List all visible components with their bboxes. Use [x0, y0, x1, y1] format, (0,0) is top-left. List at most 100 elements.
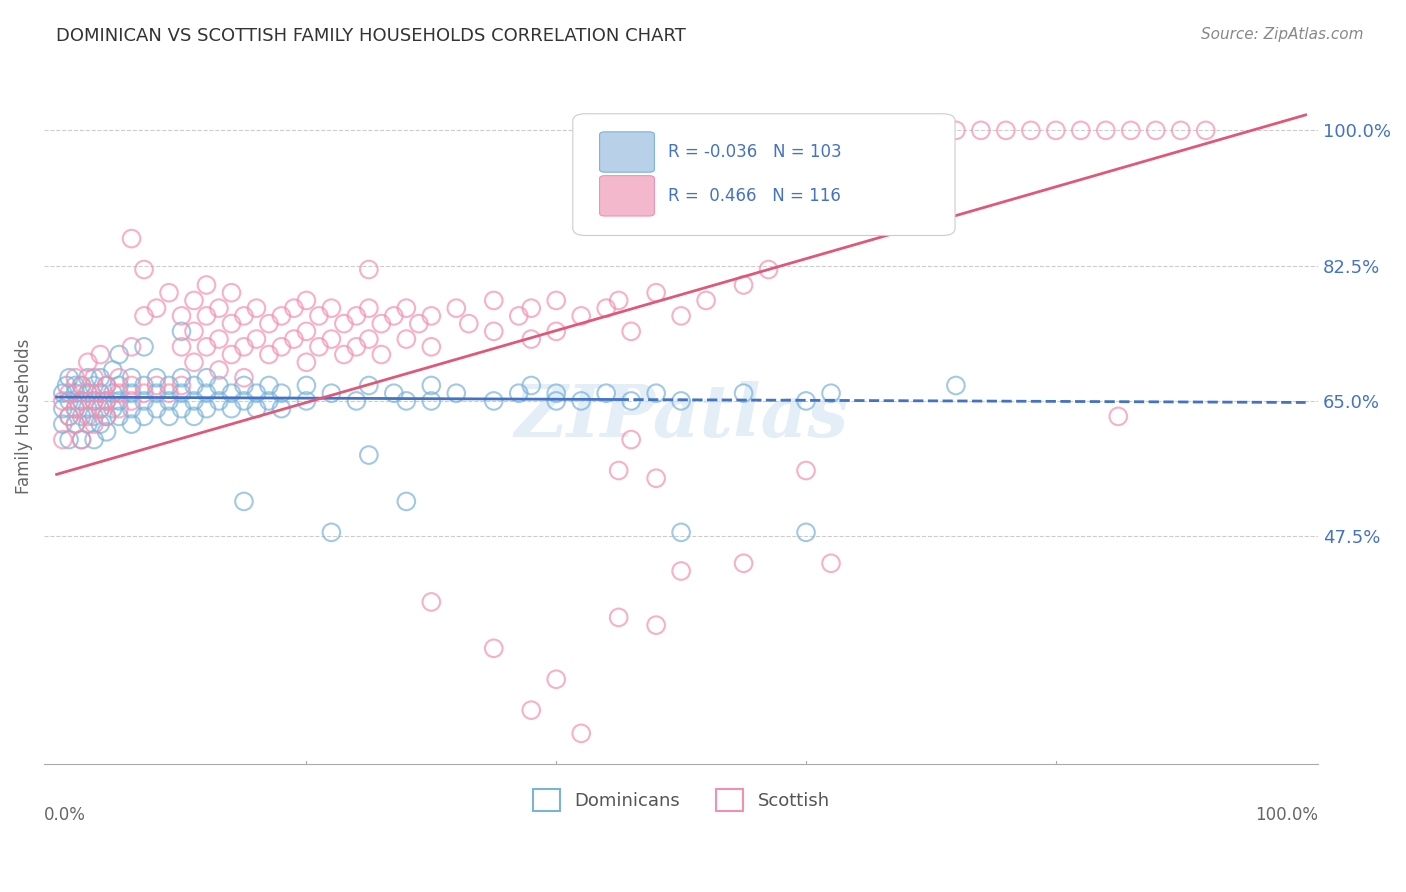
Point: [645, 618, 668, 632]
Point: [321, 332, 343, 346]
Point: [1019, 123, 1042, 137]
Point: [65, 378, 87, 392]
Point: [357, 332, 380, 346]
Point: [295, 355, 318, 369]
Point: [333, 347, 356, 361]
Point: [208, 363, 231, 377]
Point: [65, 401, 87, 416]
Point: [357, 262, 380, 277]
Point: [257, 378, 280, 392]
Point: [132, 340, 155, 354]
Point: [420, 309, 443, 323]
Point: [520, 301, 543, 315]
Point: [108, 347, 131, 361]
Point: [733, 386, 755, 401]
Point: [89, 386, 111, 401]
Point: [457, 317, 479, 331]
Point: [83, 370, 105, 384]
Point: [482, 641, 505, 656]
Point: [408, 317, 430, 331]
Point: [321, 525, 343, 540]
Point: [733, 556, 755, 570]
Point: [195, 277, 218, 292]
Point: [221, 317, 243, 331]
Point: [669, 564, 692, 578]
Point: [333, 317, 356, 331]
Point: [89, 401, 111, 416]
Point: [295, 393, 318, 408]
Point: [520, 703, 543, 717]
Point: [669, 393, 692, 408]
Point: [183, 393, 205, 408]
Point: [70, 433, 93, 447]
Point: [65, 386, 87, 401]
Point: [245, 386, 267, 401]
Point: [233, 494, 256, 508]
Point: [520, 378, 543, 392]
Point: [96, 409, 118, 424]
Point: [108, 409, 131, 424]
Point: [546, 393, 568, 408]
Point: [183, 355, 205, 369]
Point: [195, 309, 218, 323]
Point: [70, 409, 93, 424]
FancyBboxPatch shape: [599, 132, 654, 172]
Point: [108, 370, 131, 384]
Point: [58, 409, 80, 424]
Point: [569, 726, 592, 740]
Point: [645, 285, 668, 300]
Point: [508, 386, 530, 401]
Point: [76, 417, 98, 431]
Point: [208, 301, 231, 315]
Point: [446, 386, 468, 401]
Point: [595, 386, 617, 401]
Point: [1070, 123, 1092, 137]
Point: [321, 301, 343, 315]
Point: [221, 285, 243, 300]
Point: [257, 393, 280, 408]
Text: Source: ZipAtlas.com: Source: ZipAtlas.com: [1201, 27, 1364, 42]
Point: [233, 340, 256, 354]
Point: [283, 301, 305, 315]
Point: [569, 309, 592, 323]
Point: [132, 309, 155, 323]
Point: [270, 309, 292, 323]
Point: [1094, 123, 1116, 137]
Point: [620, 324, 643, 338]
Point: [620, 433, 643, 447]
Point: [233, 370, 256, 384]
Point: [669, 309, 692, 323]
Point: [794, 393, 817, 408]
Point: [420, 393, 443, 408]
Point: [794, 525, 817, 540]
Point: [157, 386, 180, 401]
Point: [96, 409, 118, 424]
Point: [357, 378, 380, 392]
Point: [270, 386, 292, 401]
Point: [89, 347, 111, 361]
Point: [83, 417, 105, 431]
Point: [101, 401, 124, 416]
Point: [121, 417, 143, 431]
Point: [58, 370, 80, 384]
Point: [145, 401, 167, 416]
Point: [132, 262, 155, 277]
Point: [295, 293, 318, 308]
Point: [208, 378, 231, 392]
Point: [145, 386, 167, 401]
Point: [108, 401, 131, 416]
Point: [395, 301, 418, 315]
Text: 100.0%: 100.0%: [1256, 806, 1319, 824]
Point: [482, 293, 505, 308]
Text: R = -0.036   N = 103: R = -0.036 N = 103: [668, 143, 842, 161]
Point: [257, 347, 280, 361]
Point: [121, 401, 143, 416]
Point: [52, 386, 75, 401]
Point: [357, 301, 380, 315]
Point: [546, 293, 568, 308]
Point: [170, 340, 193, 354]
Point: [76, 370, 98, 384]
Point: [76, 401, 98, 416]
Point: [101, 386, 124, 401]
Point: [382, 309, 405, 323]
